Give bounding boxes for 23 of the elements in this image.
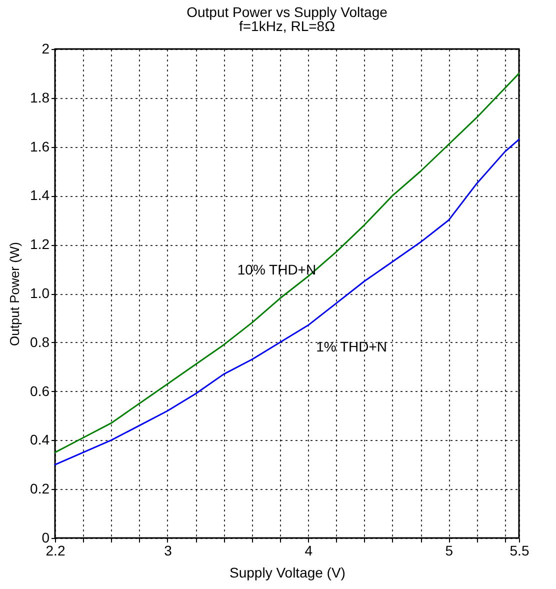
y-tick-label: 0.2	[30, 480, 50, 497]
y-tick-label: 1.0	[30, 285, 50, 301]
series-label: 1% THD+N	[316, 338, 388, 354]
y-tick-label: 0	[42, 530, 50, 546]
y-tick-label: 0.6	[30, 382, 50, 399]
x-tick-label: 5	[445, 542, 454, 558]
series-label: 10% THD+N	[237, 261, 316, 278]
y-tick-label: 0.8	[30, 334, 50, 350]
line-series	[54, 72, 520, 454]
line-series	[54, 138, 520, 466]
y-tick-label: 1.8	[30, 89, 50, 106]
y-tick-label: 1.4	[30, 187, 50, 204]
x-tick-label: 3	[164, 542, 172, 558]
chart-title: Output Power vs Supply Voltage	[186, 4, 388, 20]
y-tick-label: 1.2	[30, 236, 50, 252]
y-tick-label: 2	[42, 40, 50, 56]
y-axis-title: Output Power (W)	[7, 242, 22, 346]
x-tick-label: 4	[304, 542, 313, 558]
x-tick-label: 5.5	[510, 542, 530, 558]
x-tick-label: 2.2	[46, 542, 66, 558]
y-tick-label: 1.6	[30, 138, 50, 154]
y-tick-label: 0.4	[30, 432, 50, 448]
x-axis-title: Supply Voltage (V)	[230, 564, 346, 580]
